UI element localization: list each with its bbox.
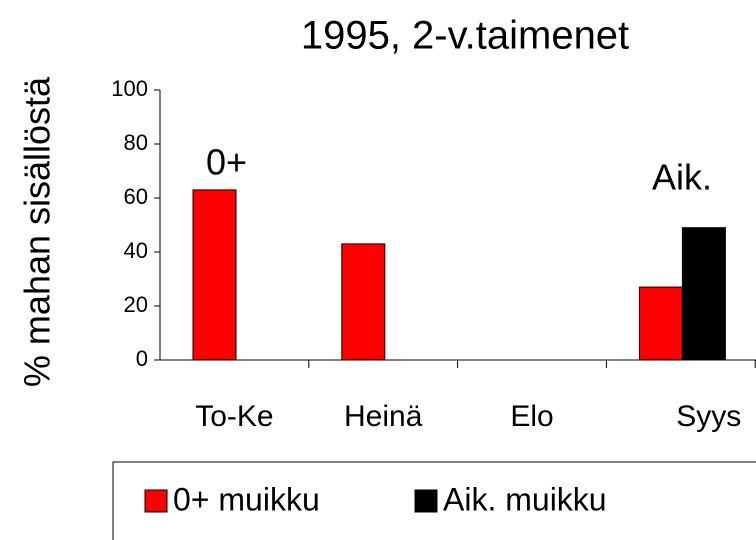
- chart-title: 1995, 2-v.taimenet: [301, 14, 629, 58]
- y-axis-label: % mahan sisällöstä: [17, 76, 58, 387]
- legend-label: Aik. muikku: [443, 481, 607, 517]
- annotation: Aik.: [652, 157, 712, 198]
- legend-label: 0+ muikku: [173, 481, 320, 517]
- x-tick-label: Elo: [510, 400, 553, 433]
- legend-swatch: [144, 489, 168, 513]
- y-tick-label: 80: [124, 130, 148, 155]
- y-tick-label: 100: [111, 76, 148, 101]
- y-tick-label: 20: [124, 292, 148, 317]
- y-tick-label: 0: [136, 346, 148, 371]
- x-tick-label: To-Ke: [195, 400, 273, 433]
- y-tick-label: 60: [124, 184, 148, 209]
- bar: [192, 189, 237, 361]
- bar: [341, 243, 386, 361]
- bar: [638, 286, 683, 361]
- x-tick-label: Syys: [676, 400, 741, 433]
- y-tick-label: 40: [124, 238, 148, 263]
- x-tick-label: Heinä: [344, 400, 423, 433]
- annotation: 0+: [206, 142, 247, 183]
- legend-swatch: [414, 489, 438, 513]
- bar: [681, 227, 726, 361]
